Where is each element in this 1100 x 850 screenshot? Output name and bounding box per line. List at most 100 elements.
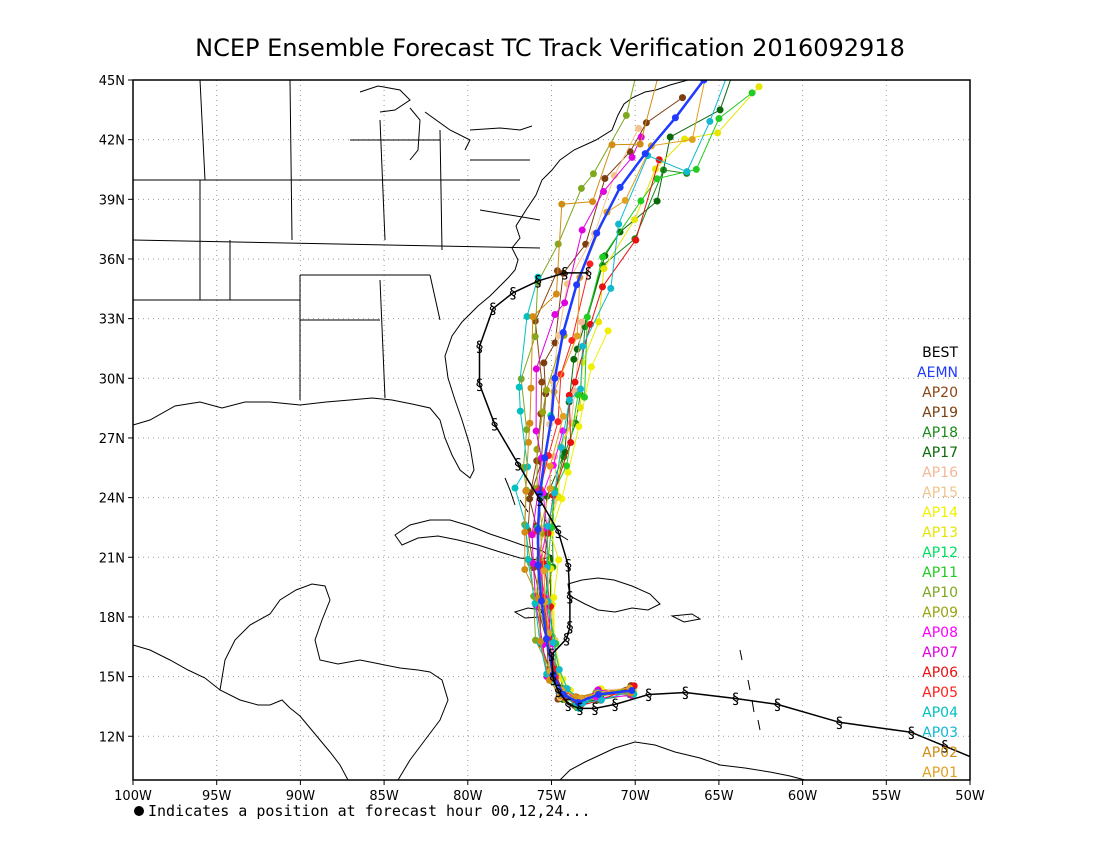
position-dot-ap07 [532,365,540,373]
position-dot-ap04 [515,383,523,391]
position-dot-ap01 [546,485,554,493]
y-tick-label: 39N [99,193,125,208]
position-dot-ap14 [564,468,572,476]
hurricane-symbol-icon: § [476,337,484,355]
position-dot-aemn [574,698,582,706]
position-dot-ap01 [621,196,629,204]
legend-entry-ap12: AP12 [922,545,958,561]
position-dot-ap02 [545,676,553,684]
legend-entry-best: BEST [922,345,958,361]
position-dot-ap03 [566,396,574,404]
position-dot-ap09 [533,445,541,453]
hurricane-symbol-icon: § [489,300,497,318]
legend-entry-ap02: AP02 [922,745,958,761]
legend-entry-ap19: AP19 [922,405,958,421]
hispaniola-outline [567,577,661,613]
x-tick-label: 55W [872,789,902,804]
position-dot-ap10 [523,426,531,434]
legend-entry-ap16: AP16 [922,465,958,481]
x-tick-label: 85W [369,789,399,804]
position-dot-aemn [534,525,542,533]
position-dot-ap10 [577,184,585,192]
hurricane-symbol-icon: § [514,455,522,473]
legend-entry-ap07: AP07 [922,645,958,661]
chart-title: NCEP Ensemble Forecast TC Track Verifica… [195,34,905,62]
position-dot-ap02 [522,487,530,495]
hurricane-symbol-icon: § [548,646,556,664]
position-dot-ap03 [555,666,563,674]
position-dot-ap02 [521,565,529,573]
hurricane-symbol-icon: § [682,684,690,702]
position-dot-ap05 [586,260,594,268]
bahamas-outline [504,477,569,541]
position-dot-ap14 [550,593,558,601]
position-dot-ap02 [527,384,535,392]
position-dot-ap03 [577,385,585,393]
position-dot-ap19 [601,174,609,182]
position-dot-ap17 [653,197,661,205]
legend-entry-ap03: AP03 [922,725,958,741]
legend-entry-ap11: AP11 [922,565,958,581]
graticule-grid [133,79,970,780]
position-dot-ap04 [524,555,532,563]
hurricane-symbol-icon: § [908,723,916,741]
position-dot-ap19 [551,339,559,347]
x-tick-label: 90W [286,789,316,804]
position-dot-ap14 [575,423,583,431]
position-dot-ap14 [587,363,595,371]
position-dot-ap01 [573,332,581,340]
position-dot-ap03 [544,522,552,530]
position-dot-ap07 [578,226,586,234]
position-dot-ap10 [634,65,641,72]
position-dot-ap15 [635,124,643,132]
hurricane-symbol-icon: § [509,284,517,302]
hurricane-symbol-icon: § [576,699,584,717]
position-dot-ap04 [522,522,530,530]
legend-entry-ap04: AP04 [922,705,958,721]
position-dot-ap15 [610,172,618,180]
position-dot-ap11 [599,253,607,261]
x-tick-label: 65W [704,789,734,804]
hurricane-symbol-icon: § [564,695,572,713]
position-dot-ap19 [678,94,686,102]
position-dot-ap07 [561,299,569,307]
puerto-rico-outline [670,613,702,623]
us-coastline [133,80,689,479]
position-dot-ap13 [600,265,608,273]
position-dot-aemn [541,454,549,462]
footnote-text: Indicates a position at forecast hour 00… [148,802,591,820]
hurricane-symbol-icon: § [549,670,557,688]
ensemble-legend: BEST AEMN AP20 AP19 AP18 AP17 AP16 AP15 AP14 AP13… [917,345,958,781]
position-dot-aemn [534,561,542,569]
position-dot-ap11 [637,197,645,205]
position-dot-ap02 [526,419,534,427]
position-dot-ap13 [631,216,639,224]
position-dot-ap02 [525,438,533,446]
hurricane-symbol-icon: § [566,618,574,636]
legend-entry-ap06: AP06 [922,665,958,681]
position-dot-ap02 [529,313,537,321]
position-dot-ap09 [542,386,550,394]
position-dot-ap06 [632,236,640,244]
y-tick-label: 45N [99,74,125,89]
position-dot-aemn [537,597,545,605]
y-tick-label: 21N [99,551,125,566]
position-dot-aemn [671,114,679,122]
south-america-coastline [559,741,806,780]
track-aemn [536,80,705,704]
position-dot-aemn [551,374,559,382]
position-dot-ap03 [683,168,691,176]
position-dot-ap07 [600,187,608,195]
position-dot-ap10 [531,333,539,341]
legend-entry-ap15: AP15 [922,485,958,501]
legend-entry-ap05: AP05 [922,685,958,701]
position-dot-ap02 [636,140,644,148]
great-lakes-outline [359,85,533,161]
position-dot-ap04 [523,312,531,320]
position-dot-ap14 [604,327,612,335]
y-tick-label: 15N [99,671,125,686]
bullet-dot-icon [134,806,144,816]
position-dot-ap19 [626,148,634,156]
position-dot-ap17 [666,133,674,141]
